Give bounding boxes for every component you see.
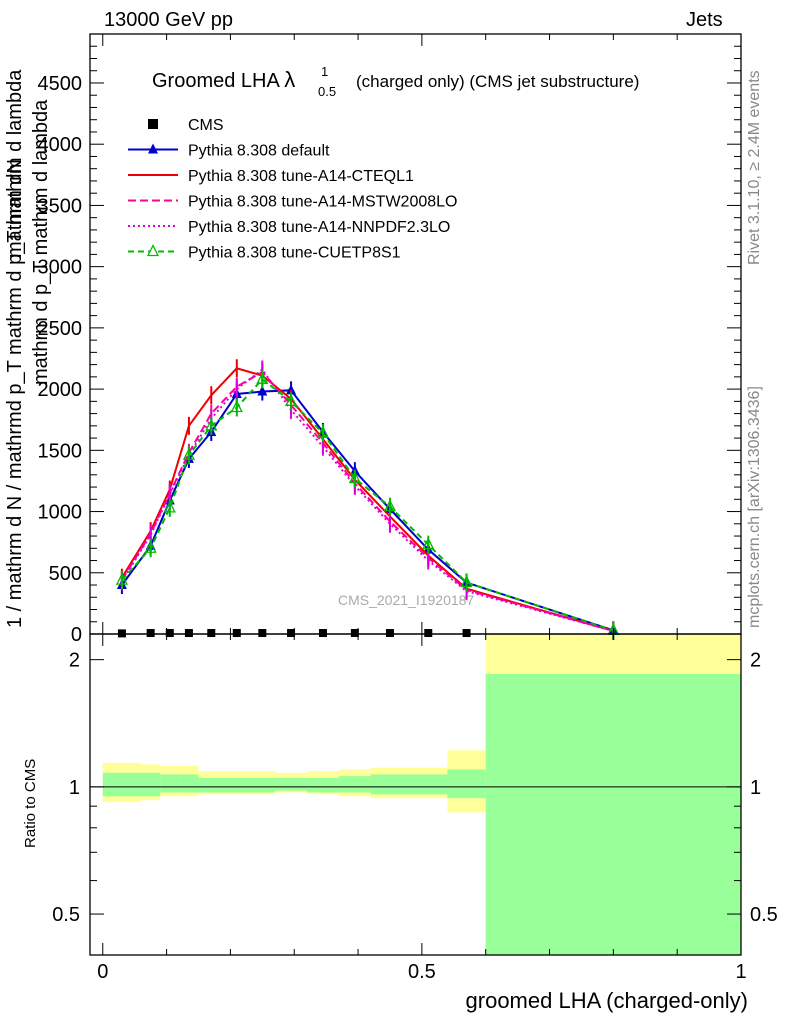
ratio-tick-label-left: 2: [69, 650, 80, 672]
ratio-band-green: [338, 776, 371, 793]
y-axis-label-full: 1 / mathrm d N / mathrmd p_T mathrm d p_…: [4, 69, 26, 628]
cms-data-point: [146, 629, 155, 638]
cms-data-point: [258, 629, 267, 638]
chart-title: Groomed LHA λ: [152, 67, 295, 92]
x-axis-label: groomed LHA (charged-only): [466, 988, 748, 1013]
y-tick-label: 2000: [38, 379, 83, 401]
ratio-tick-label-left: 0.5: [52, 904, 80, 926]
series-marker: [257, 385, 268, 396]
legend-label: CMS: [188, 117, 224, 134]
mcplots-label: mcplots.cern.ch [arXiv:1306.3436]: [746, 386, 763, 628]
y-tick-label: 4500: [38, 73, 83, 95]
legend-label: Pythia 8.308 tune-A14-MSTW2008LO: [188, 194, 457, 211]
cms-data-point: [424, 629, 433, 638]
ratio-panel: [90, 634, 741, 955]
x-tick-label: 0.5: [408, 961, 436, 983]
ratio-band-green: [141, 772, 161, 797]
ratio-band-green: [275, 777, 307, 791]
header-left: 13000 GeV pp: [104, 9, 233, 31]
series-marker: [383, 499, 397, 512]
cms-data-point: [318, 629, 327, 638]
chart-title-sub: 0.5: [318, 84, 336, 99]
ratio-band-green: [160, 774, 180, 793]
cms-data-point: [184, 629, 193, 638]
ratio-band-green: [447, 769, 486, 799]
y-tick-label: 500: [49, 563, 82, 585]
series-marker: [316, 425, 330, 438]
ratio-band-green: [198, 777, 225, 793]
cms-data-point: [207, 629, 216, 638]
ratio-band-green: [409, 774, 448, 795]
series-line-4: [121, 368, 614, 632]
ratio-band-green: [485, 673, 741, 955]
y-tick-label: 0: [71, 624, 82, 646]
cms-data-point: [287, 629, 296, 638]
y-tick-label: 3000: [38, 257, 83, 279]
ratio-tick-label-right: 1: [750, 777, 761, 799]
header-right: Jets: [686, 9, 723, 31]
ratio-frame: [89, 633, 742, 956]
ratio-band-green: [224, 777, 250, 793]
ratio-band-green: [370, 774, 410, 795]
x-tick-label: 1: [735, 961, 746, 983]
ratio-tick-label-right: 0.5: [750, 904, 778, 926]
cms-data-point: [350, 629, 359, 638]
legend-label: Pythia 8.308 tune-A14-NNPDF2.3LO: [188, 219, 450, 236]
series-marker: [182, 447, 195, 460]
series-marker: [230, 400, 243, 413]
axes-frames: [89, 33, 742, 956]
y-tick-label: 1500: [38, 440, 83, 462]
y-tick-label: 1000: [38, 502, 83, 524]
chart-title-sup: 1: [321, 64, 328, 79]
series-marker: [205, 418, 218, 431]
series-marker: [286, 384, 297, 395]
cms-data-point: [462, 629, 471, 638]
axis-ticks: 0 0.5 1 groomed LHA (charged-only) 0 500 1000 1…: [38, 33, 778, 1013]
y-axis-label-denominator: mathrm d p_T mathrm d lambda: [30, 99, 52, 385]
series-marker: [284, 393, 298, 406]
ratio-tick-label-right: 2: [750, 650, 761, 672]
ratio-tick-label-left: 1: [69, 777, 80, 799]
x-tick-label: 0: [97, 961, 108, 983]
main-panel: CMS_2021_I1920187: [115, 359, 620, 640]
legend-label: Pythia 8.308 tune-CUETP8S1: [188, 245, 401, 262]
legend-label: Pythia 8.308 default: [188, 143, 330, 160]
legend-marker: [148, 119, 158, 129]
y-tick-label: 2500: [38, 318, 83, 340]
series-marker: [144, 540, 157, 553]
cms-data-point: [385, 629, 394, 638]
rivet-label: Rivet 3.1.10, ≥ 2.4M events: [746, 70, 763, 265]
legend: Groomed LHA λ 1 0.5 (charged only) (CMS jet…: [128, 64, 639, 262]
series-marker: [460, 575, 473, 588]
series-marker: [348, 471, 361, 484]
series-marker: [256, 371, 269, 384]
cms-data-point: [232, 629, 241, 638]
series-marker: [163, 500, 176, 513]
watermark: CMS_2021_I1920187: [338, 592, 474, 608]
y-tick-label: 3500: [38, 195, 83, 217]
series-line-1: [121, 389, 614, 632]
ratio-band-green: [249, 777, 276, 793]
ratio-band-green: [102, 772, 142, 797]
chart-title-rest: (charged only) (CMS jet substructure): [356, 72, 639, 91]
ratio-band-green: [179, 774, 199, 793]
series-marker: [422, 537, 435, 550]
y-tick-label: 4000: [38, 134, 83, 156]
legend-marker: [148, 143, 158, 154]
legend-marker: [146, 244, 160, 257]
ratio-band-green: [307, 777, 339, 793]
series-marker: [115, 572, 128, 585]
cms-data-point: [165, 629, 174, 638]
legend-label: Pythia 8.308 tune-A14-CTEQL1: [188, 168, 414, 185]
ratio-axis-label: Ratio to CMS: [22, 758, 39, 848]
